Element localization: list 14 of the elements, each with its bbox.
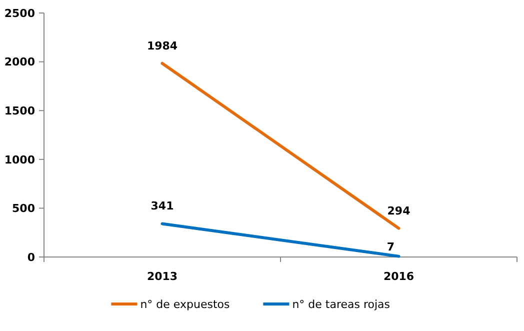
x-tick-label: 2013 [146, 270, 178, 283]
legend-label: n° de tareas rojas [292, 298, 390, 311]
x-tick-label: 2016 [383, 270, 414, 283]
y-tick-label: 500 [12, 202, 36, 216]
y-tick-label: 0 [27, 250, 36, 264]
data-label: 341 [150, 200, 174, 213]
data-label: 1984 [146, 39, 178, 52]
y-tick-label: 1500 [4, 104, 36, 118]
y-tick-label: 2000 [4, 56, 36, 69]
data-label: 7 [386, 240, 395, 254]
legend-label: n° de expuestos [140, 298, 230, 311]
data-label: 294 [387, 204, 411, 218]
y-tick-label: 1000 [4, 153, 36, 166]
y-tick-label: 2500 [4, 6, 36, 20]
